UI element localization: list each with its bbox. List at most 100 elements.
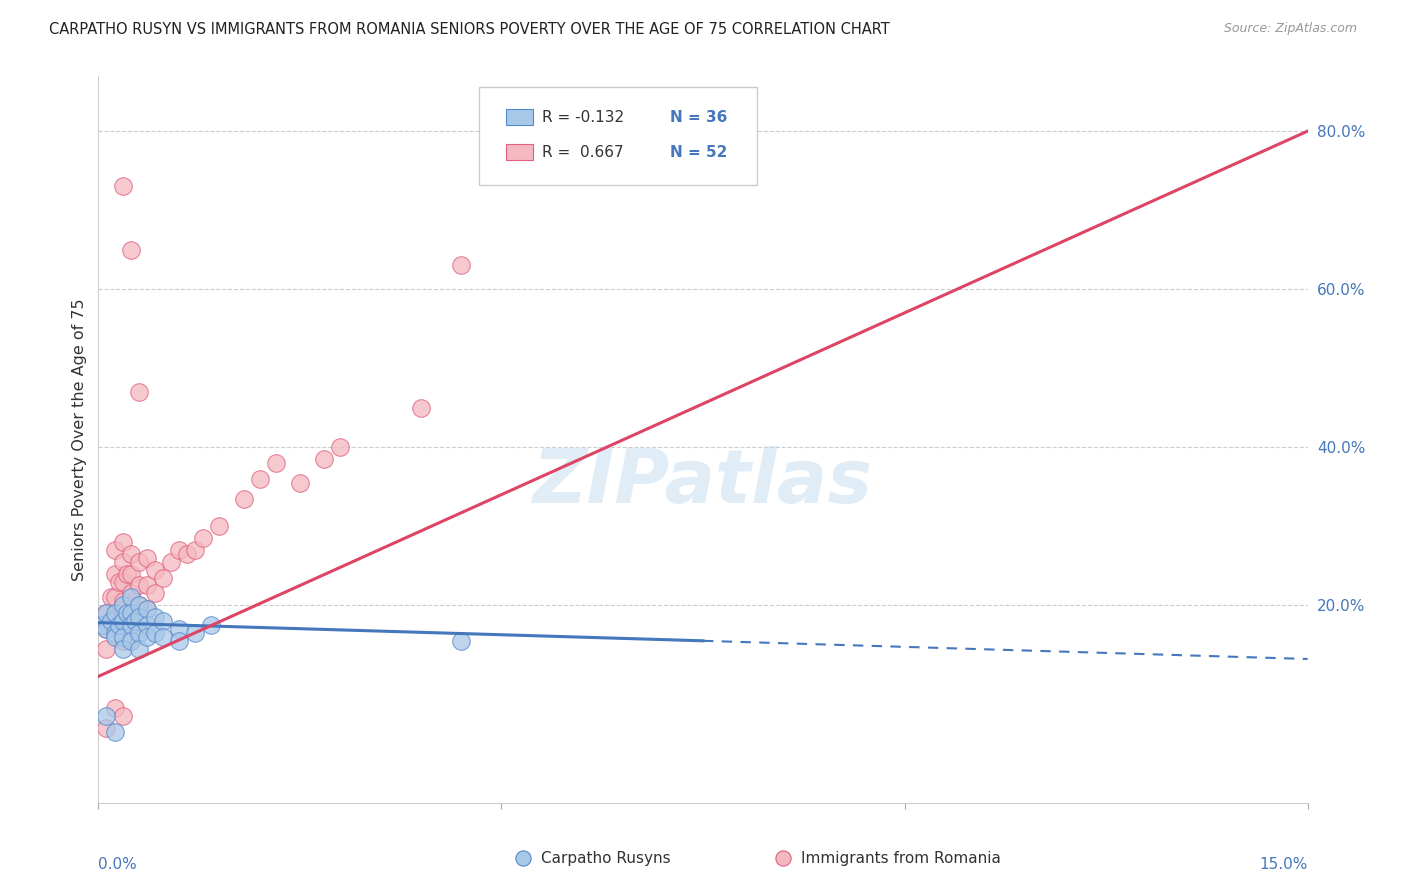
Text: R = -0.132: R = -0.132 bbox=[543, 110, 624, 125]
Text: Carpatho Rusyns: Carpatho Rusyns bbox=[541, 851, 671, 865]
FancyBboxPatch shape bbox=[506, 109, 533, 125]
Point bbox=[100, 591, 122, 605]
Point bbox=[103, 543, 125, 558]
Point bbox=[111, 599, 134, 613]
Point bbox=[96, 709, 118, 723]
Point bbox=[100, 614, 122, 628]
Point bbox=[91, 618, 114, 632]
Point bbox=[772, 851, 794, 865]
Point bbox=[120, 547, 142, 561]
Text: CARPATHO RUSYN VS IMMIGRANTS FROM ROMANIA SENIORS POVERTY OVER THE AGE OF 75 COR: CARPATHO RUSYN VS IMMIGRANTS FROM ROMANI… bbox=[49, 22, 890, 37]
Point bbox=[128, 578, 150, 592]
Point bbox=[409, 401, 432, 415]
Point bbox=[184, 543, 207, 558]
Point bbox=[152, 614, 174, 628]
Point bbox=[128, 599, 150, 613]
Point bbox=[96, 606, 118, 620]
Point bbox=[208, 519, 231, 533]
Point bbox=[111, 555, 134, 569]
Point bbox=[103, 610, 125, 624]
Point bbox=[103, 566, 125, 581]
Point bbox=[103, 606, 125, 620]
Point bbox=[120, 243, 142, 257]
Point bbox=[120, 606, 142, 620]
Point bbox=[176, 547, 198, 561]
Point bbox=[128, 610, 150, 624]
Point bbox=[329, 440, 352, 454]
Point bbox=[249, 472, 271, 486]
Point bbox=[115, 606, 138, 620]
Point bbox=[128, 626, 150, 640]
Point bbox=[111, 574, 134, 589]
Point bbox=[450, 633, 472, 648]
Point bbox=[111, 614, 134, 628]
Point bbox=[111, 594, 134, 608]
Point bbox=[111, 614, 134, 628]
Point bbox=[128, 599, 150, 613]
Point bbox=[167, 633, 190, 648]
Point bbox=[103, 591, 125, 605]
Point bbox=[120, 566, 142, 581]
Point bbox=[167, 543, 190, 558]
Text: ZIPatlas: ZIPatlas bbox=[533, 446, 873, 519]
Point bbox=[264, 456, 287, 470]
Point bbox=[314, 452, 336, 467]
Text: R =  0.667: R = 0.667 bbox=[543, 145, 624, 160]
Point bbox=[91, 618, 114, 632]
Point bbox=[135, 578, 157, 592]
Point bbox=[124, 614, 146, 628]
Text: Source: ZipAtlas.com: Source: ZipAtlas.com bbox=[1223, 22, 1357, 36]
Text: N = 36: N = 36 bbox=[671, 110, 728, 125]
Point bbox=[160, 555, 183, 569]
Point bbox=[120, 610, 142, 624]
Point bbox=[128, 641, 150, 656]
Point bbox=[193, 531, 215, 545]
Point bbox=[135, 602, 157, 616]
Point bbox=[107, 574, 129, 589]
Point bbox=[115, 566, 138, 581]
Text: N = 52: N = 52 bbox=[671, 145, 728, 160]
Point bbox=[143, 586, 166, 600]
Point bbox=[111, 630, 134, 644]
Point bbox=[103, 724, 125, 739]
Point bbox=[111, 709, 134, 723]
Point bbox=[232, 491, 254, 506]
Point bbox=[120, 591, 142, 605]
Point bbox=[184, 626, 207, 640]
Point bbox=[128, 555, 150, 569]
Point bbox=[103, 626, 125, 640]
Point bbox=[143, 610, 166, 624]
Text: 15.0%: 15.0% bbox=[1260, 857, 1308, 872]
Point bbox=[120, 618, 142, 632]
Point bbox=[120, 633, 142, 648]
Point bbox=[120, 586, 142, 600]
Point bbox=[128, 622, 150, 636]
FancyBboxPatch shape bbox=[479, 87, 758, 185]
Point bbox=[96, 622, 118, 636]
Point bbox=[111, 535, 134, 549]
Point bbox=[143, 563, 166, 577]
Point bbox=[135, 630, 157, 644]
Text: Immigrants from Romania: Immigrants from Romania bbox=[801, 851, 1001, 865]
Point bbox=[135, 602, 157, 616]
Point bbox=[96, 606, 118, 620]
Point bbox=[512, 851, 534, 865]
Point bbox=[135, 618, 157, 632]
Point bbox=[111, 179, 134, 194]
Point bbox=[128, 384, 150, 399]
Point bbox=[107, 618, 129, 632]
Point bbox=[200, 618, 222, 632]
Point bbox=[120, 633, 142, 648]
Point bbox=[111, 633, 134, 648]
Point bbox=[152, 571, 174, 585]
Point bbox=[135, 550, 157, 565]
Point bbox=[96, 721, 118, 735]
Point bbox=[143, 626, 166, 640]
Point bbox=[96, 622, 118, 636]
Point bbox=[167, 622, 190, 636]
Text: 0.0%: 0.0% bbox=[98, 857, 138, 872]
FancyBboxPatch shape bbox=[506, 145, 533, 161]
Y-axis label: Seniors Poverty Over the Age of 75: Seniors Poverty Over the Age of 75 bbox=[72, 298, 87, 581]
Point bbox=[450, 259, 472, 273]
Point bbox=[152, 630, 174, 644]
